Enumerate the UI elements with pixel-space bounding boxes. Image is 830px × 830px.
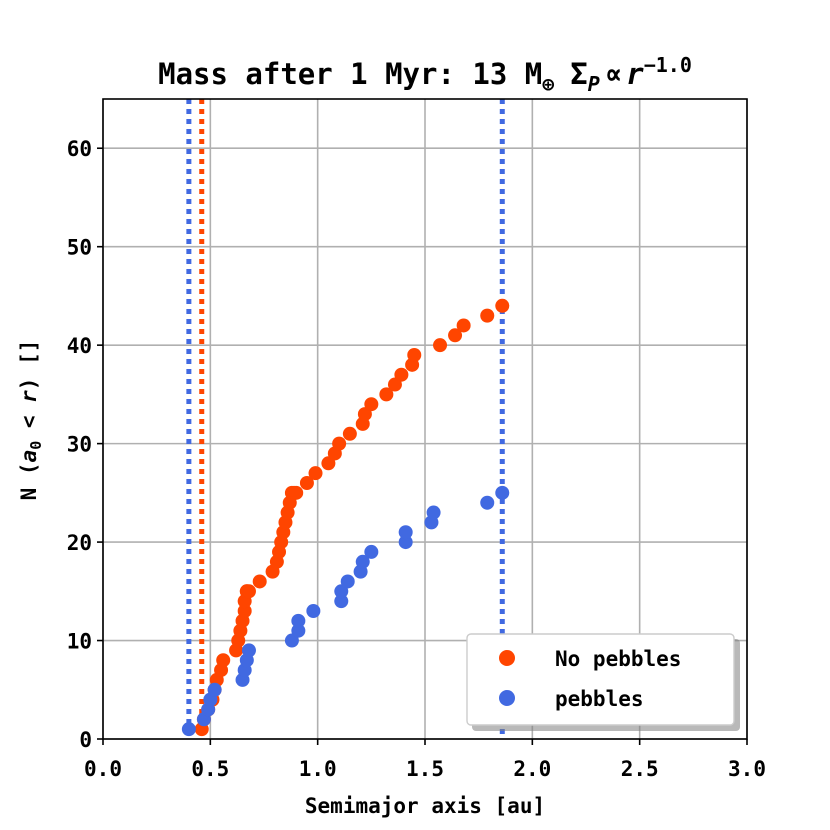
chart-title-oplus: ⊕ (542, 72, 554, 96)
data-point (480, 308, 495, 323)
data-point (241, 643, 256, 658)
chart-title-sigma: Σ (570, 57, 587, 91)
chart-title-prefix: Mass after 1 Myr: 13 M (158, 57, 542, 91)
y-axis-label-prefix: N ( (17, 462, 41, 500)
chart-title-sigma-sub: P (588, 72, 600, 96)
data-point (495, 298, 510, 313)
data-point (355, 554, 370, 569)
x-axis-label: Semimajor axis [au] (305, 794, 545, 818)
data-point (289, 485, 304, 500)
data-point (394, 367, 409, 382)
chart-title-exponent: −1.0 (644, 53, 692, 77)
x-tick-label: 2.5 (621, 757, 659, 781)
data-point (181, 722, 196, 737)
y-axis-label-a: a (17, 450, 41, 463)
x-tick-label: 0.5 (191, 757, 229, 781)
data-point (308, 466, 323, 481)
x-axis-ticks: 0.0 0.5 1.0 1.5 2.0 2.5 3.0 (84, 739, 766, 781)
y-axis-label-lt: < (17, 403, 41, 441)
x-tick-label: 1.5 (406, 757, 444, 781)
y-axis-ticks: 0 10 20 30 40 50 60 (67, 137, 103, 752)
data-point (426, 505, 441, 520)
data-point (332, 436, 347, 451)
legend-label-no-pebbles: No pebbles (555, 647, 681, 671)
reference-lines (186, 99, 505, 739)
data-point (252, 574, 267, 589)
legend-marker-no-pebbles (499, 650, 515, 666)
y-axis-label-r: r (17, 390, 41, 403)
x-tick-label: 3.0 (728, 757, 766, 781)
legend-marker-pebbles (499, 690, 515, 706)
y-tick-label: 40 (67, 334, 92, 358)
y-tick-label: 0 (79, 728, 92, 752)
y-axis-label-suffix: ) [] (17, 340, 41, 391)
data-point (334, 594, 349, 609)
y-axis-label-sub: 0 (27, 441, 45, 450)
x-tick-label: 0.0 (84, 757, 122, 781)
y-tick-label: 30 (67, 433, 92, 457)
data-point (379, 387, 394, 402)
legend: No pebbles pebbles (466, 633, 740, 731)
data-point (299, 476, 314, 490)
data-point (216, 653, 231, 668)
data-point (306, 604, 321, 618)
data-point (364, 397, 379, 412)
y-tick-label: 60 (67, 137, 92, 161)
data-point (342, 426, 357, 441)
data-point (241, 584, 256, 599)
data-point (291, 623, 306, 638)
legend-box (466, 633, 735, 726)
data-point (398, 525, 413, 540)
data-point (407, 348, 422, 362)
series-pebbles (181, 485, 510, 737)
data-point (448, 328, 463, 343)
data-points (181, 298, 510, 737)
data-point (433, 338, 448, 353)
legend-label-pebbles: pebbles (555, 687, 644, 711)
x-tick-label: 2.0 (513, 757, 551, 781)
y-tick-label: 50 (67, 236, 92, 260)
data-point (480, 495, 495, 510)
data-point (207, 682, 222, 697)
x-tick-label: 1.0 (299, 757, 337, 781)
data-point (398, 535, 413, 550)
chart-title-r: r (626, 57, 644, 91)
data-point (340, 574, 355, 589)
chart-title-propto: ∝ (605, 57, 622, 91)
chart-title: Mass after 1 Myr: 13 M⊕ ΣP ∝ r−1.0 (158, 53, 692, 96)
data-point (495, 485, 510, 500)
data-point (364, 544, 379, 559)
y-tick-label: 20 (67, 531, 92, 555)
y-axis-label: N (a0 < r) [] (17, 340, 45, 501)
data-point (237, 604, 252, 618)
grid (102, 99, 748, 740)
data-point (456, 318, 471, 333)
y-tick-label: 10 (67, 630, 92, 654)
data-point (291, 613, 306, 628)
